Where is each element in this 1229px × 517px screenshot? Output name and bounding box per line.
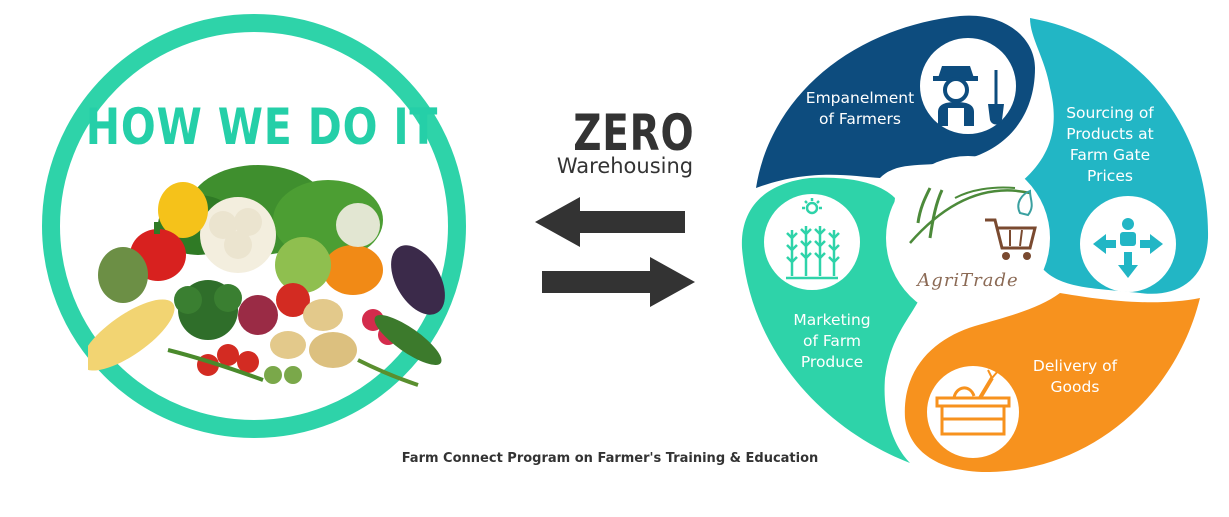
empanelment-label-line: of Farmers (818, 110, 902, 128)
marketing-label: Marketing of Farm Produce (768, 310, 896, 373)
agritrade-logo-icon (909, 186, 1037, 260)
zero-heading: ZERO (573, 104, 695, 162)
exchange-arrows-icon (535, 197, 695, 307)
marketing-label-line: Produce (800, 353, 864, 371)
how-we-do-it-title: HOW WE DO IT (85, 98, 439, 156)
vegetables-image (88, 165, 445, 387)
sourcing-label-line: Prices (1087, 167, 1133, 185)
crate-icon (935, 369, 1011, 436)
empanelment-label-line: Empanelment (805, 89, 915, 107)
agritrade-logo-text: AgriTrade (917, 270, 1019, 291)
delivery-label: Delivery of Goods (1020, 356, 1130, 398)
farmer-icon (933, 66, 1004, 126)
center-logo-circle (886, 156, 1050, 320)
crops-icon (786, 198, 840, 280)
delivery-label-line: Delivery of (1032, 357, 1118, 375)
sourcing-label-line: Farm Gate (1069, 146, 1151, 164)
empanelment-label: Empanelment of Farmers (790, 88, 930, 130)
warehousing-label: Warehousing (556, 154, 694, 178)
delivery-label-line: Goods (1050, 378, 1100, 396)
sourcing-label: Sourcing of Products at Farm Gate Prices (1050, 103, 1170, 187)
sourcing-label-line: Products at (1066, 125, 1154, 143)
sourcing-label-line: Sourcing of (1066, 104, 1154, 122)
distribution-arrows-icon (1093, 218, 1163, 278)
caption: Farm Connect Program on Farmer's Trainin… (401, 451, 819, 466)
marketing-label-line: Marketing (793, 311, 871, 329)
marketing-label-line: of Farm (802, 332, 862, 350)
process-cycle-diagram (741, 15, 1209, 473)
